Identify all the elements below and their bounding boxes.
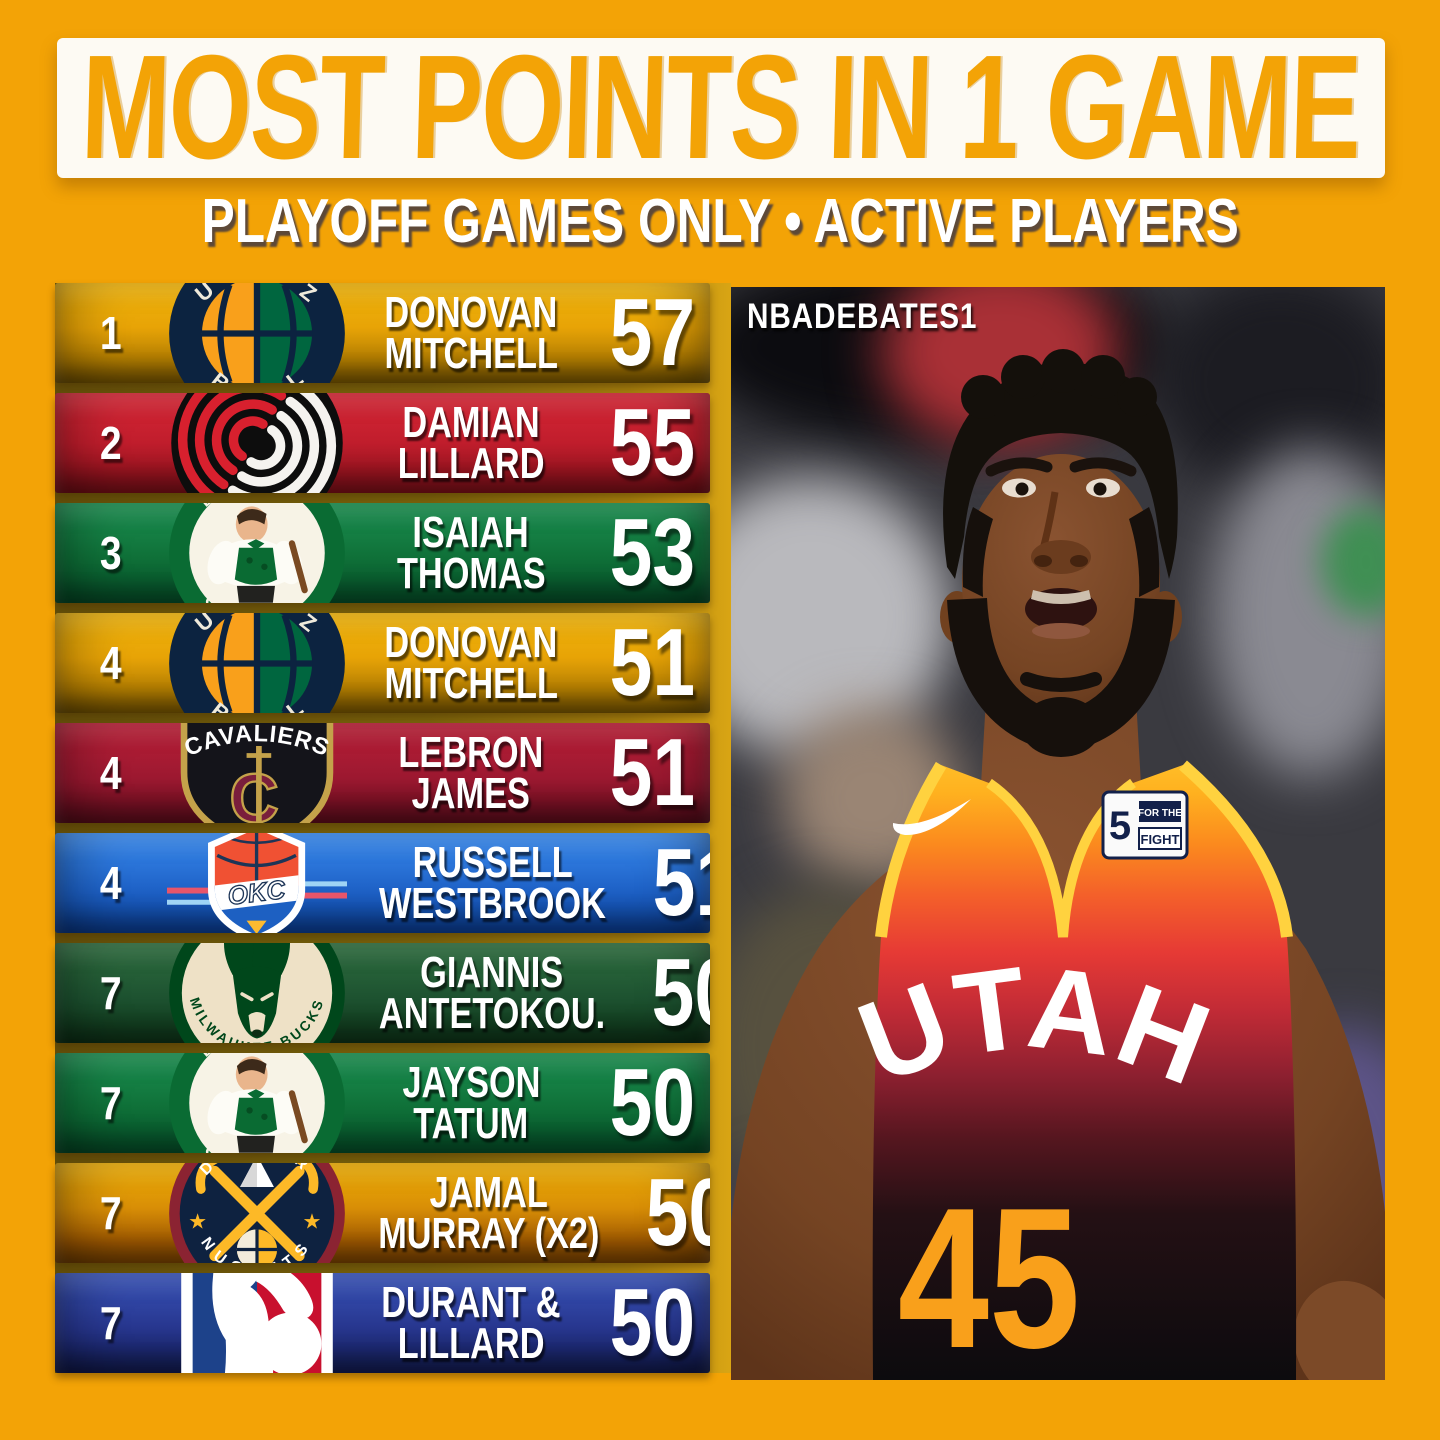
leaderboard-row-4: 4 DONOVAN MITCHELL 51 (55, 613, 710, 713)
points-value: 50 (609, 1273, 696, 1373)
jersey-trim (1179, 760, 1293, 938)
player-head (940, 349, 1182, 757)
leaderboard-row-10: 7 DURANT & LILLARD 50 (55, 1273, 710, 1373)
cavaliers-logo-icon (167, 723, 347, 823)
rank-badge: 7 (100, 1187, 122, 1239)
player-name: DONOVAN MITCHELL (384, 287, 558, 378)
points-value: 51 (609, 613, 696, 713)
player-name: DAMIAN LILLARD (397, 397, 545, 488)
points-value: 51 (609, 723, 696, 823)
nba-logo-icon (167, 1273, 347, 1373)
svg-text:FOR THE: FOR THE (1138, 808, 1182, 819)
celtics-logo-icon (167, 1053, 347, 1153)
player-name: DURANT & LILLARD (381, 1277, 561, 1368)
nike-swoosh-icon (892, 799, 971, 836)
player-hand (1294, 1280, 1385, 1380)
leaderboard-panel: 1 DONOVAN MITCHELL 57 2 DAMIAN LILLARD 5… (55, 283, 731, 1373)
jersey-trim (875, 761, 947, 938)
leaderboard-row-3: 3 ISAIAH THOMAS 53 (55, 503, 710, 603)
player-name: JAYSON TATUM (402, 1057, 540, 1148)
rank-badge: 1 (100, 307, 122, 359)
points-value: 57 (609, 283, 696, 383)
nuggets-logo-icon (167, 1163, 347, 1263)
celtics-logo-icon (167, 503, 347, 603)
rank-badge: 7 (100, 1077, 122, 1129)
player-photo: 5 FOR THE FIGHT UTAH 45 (731, 287, 1385, 1380)
player-name: RUSSELL WESTBROOK (378, 837, 606, 928)
player-name: ISAIAH THOMAS (396, 507, 546, 598)
svg-text:5: 5 (1109, 804, 1131, 848)
rank-badge: 4 (100, 747, 122, 799)
utah-jazz-logo-icon (167, 283, 347, 383)
watermark: NBADEBATES1 (747, 297, 978, 336)
page-title: MOST POINTS IN 1 GAME (79, 25, 1363, 190)
points-value: 51 (652, 833, 710, 933)
leaderboard-row-7: 7 GIANNIS ANTETOKOU. 50 (55, 943, 710, 1043)
svg-text:FIGHT: FIGHT (1141, 832, 1180, 847)
points-value: 50 (645, 1163, 710, 1263)
crowd-blur-shape (1321, 507, 1385, 617)
utah-jazz-logo-icon (167, 613, 347, 713)
jersey (872, 765, 1297, 1380)
player-name: GIANNIS ANTETOKOU. (378, 947, 606, 1038)
five-for-the-fight-patch: 5 FOR THE FIGHT (1101, 790, 1189, 860)
rank-badge: 3 (100, 527, 122, 579)
page-subtitle: PLAYOFF GAMES ONLY • ACTIVE PLAYERS (201, 187, 1239, 256)
leaderboard-row-8: 7 JAYSON TATUM 50 (55, 1053, 710, 1153)
rank-badge: 4 (100, 637, 122, 689)
trail-blazers-logo-icon (167, 393, 347, 493)
points-value: 55 (609, 393, 696, 493)
rank-badge: 7 (100, 1297, 122, 1349)
player-name: DONOVAN MITCHELL (384, 617, 558, 708)
okc-thunder-logo-icon (167, 833, 347, 933)
player-name: LEBRON JAMES (398, 727, 544, 818)
leaderboard-row-1: 1 DONOVAN MITCHELL 57 (55, 283, 710, 383)
rank-badge: 2 (100, 417, 122, 469)
jersey-neckline-trim (986, 778, 1136, 938)
leaderboard-row-2: 2 DAMIAN LILLARD 55 (55, 393, 710, 493)
leaderboard-row-6: 4 RUSSELL WESTBROOK 51 (55, 833, 710, 933)
rank-badge: 4 (100, 857, 122, 909)
leaderboard-row-5: 4 LEBRON JAMES 51 (55, 723, 710, 823)
player-portrait: 5 FOR THE FIGHT UTAH 45 (731, 349, 1385, 1380)
crowd-blur-shape (731, 477, 951, 757)
rank-badge: 7 (100, 967, 122, 1019)
title-banner: MOST POINTS IN 1 GAME (57, 25, 1385, 190)
jersey-number: 45 (898, 1165, 1080, 1380)
bucks-logo-icon (167, 943, 347, 1043)
points-value: 50 (651, 943, 710, 1043)
points-value: 53 (609, 503, 696, 603)
points-value: 50 (609, 1053, 696, 1153)
leaderboard-row-9: 7 JAMAL MURRAY (X2) 50 (55, 1163, 710, 1263)
player-name: JAMAL MURRAY (X2) (378, 1167, 600, 1258)
